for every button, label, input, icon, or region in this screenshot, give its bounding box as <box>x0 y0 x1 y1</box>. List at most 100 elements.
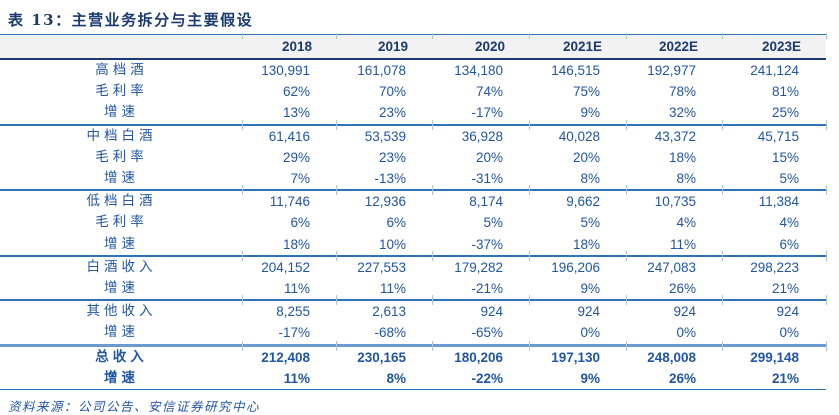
column-header-2021e: 2021E <box>529 33 627 60</box>
cell-value: 45,715 <box>722 120 827 147</box>
table-row: 增速 11% 8% -22% 9% 26% 21% <box>0 367 826 391</box>
cell-value: 5% <box>779 171 799 187</box>
cell-value: 230,165 <box>336 342 433 368</box>
cell-value: 26% <box>668 281 696 297</box>
cell-value: 10% <box>378 236 406 252</box>
cell-value: 11% <box>379 281 406 297</box>
cell-value: 43,372 <box>626 120 723 147</box>
cell-value: 9% <box>580 281 600 297</box>
cell-value: -37% <box>471 236 503 252</box>
cell-value: 20% <box>475 149 503 165</box>
cell-value: 11% <box>243 367 337 391</box>
table-row: 毛利率 62% 70% 74% 75% 78% 81% <box>0 81 826 102</box>
row-label: 增速 <box>104 280 139 297</box>
cell-value: 248,008 <box>626 342 723 368</box>
cell-value: 134,180 <box>454 63 503 78</box>
cell-value: 241,124 <box>750 63 799 78</box>
cell-value: 8% <box>676 171 696 187</box>
corner-cell <box>0 35 243 60</box>
cell-value: 23% <box>378 149 406 165</box>
cell-value: 204,152 <box>242 251 337 279</box>
cell-value: 227,553 <box>336 251 433 279</box>
cell-value: 36,928 <box>432 120 530 147</box>
table-row: 其他收入 8,255 2,613 924 924 924 924 <box>0 296 827 323</box>
row-label: 毛利率 <box>95 83 148 100</box>
cell-value: 196,206 <box>529 251 627 279</box>
cell-value: 5% <box>580 215 600 231</box>
row-label: 增速 <box>104 324 139 341</box>
cell-value: 212,408 <box>242 342 337 368</box>
cell-value: 75% <box>572 84 600 100</box>
cell-value: 21% <box>723 367 826 391</box>
cell-value: 10,735 <box>626 186 723 213</box>
cell-value: 7% <box>290 171 310 187</box>
cell-value: 74% <box>475 84 503 100</box>
cell-value: 6% <box>290 215 310 231</box>
cell-value: 146,515 <box>551 63 600 78</box>
row-label: 毛利率 <box>95 214 148 231</box>
cell-value: 2,613 <box>336 296 433 323</box>
cell-value: -13% <box>374 171 406 187</box>
cell-value: 78% <box>668 84 696 100</box>
cell-value: 8,174 <box>432 186 530 213</box>
cell-value: 8% <box>337 367 433 391</box>
cell-value: 4% <box>779 215 799 231</box>
cell-value: 4% <box>676 215 696 231</box>
source-note: 资料来源：公司公告、安信证券研究中心 <box>8 399 261 415</box>
table-row: 增速 18% 10% -37% 18% 11% 6% <box>0 234 826 256</box>
cell-value: 924 <box>626 296 723 323</box>
cell-value: 12,936 <box>336 186 433 213</box>
cell-value: -65% <box>471 325 503 341</box>
cell-value: 298,223 <box>722 251 827 279</box>
column-header-2020: 2020 <box>432 33 530 60</box>
row-label: 增速 <box>104 104 139 121</box>
cell-value: 62% <box>282 84 310 100</box>
row-label: 增速 <box>104 235 139 252</box>
cell-value: 25% <box>771 105 799 121</box>
cell-value: 179,282 <box>432 251 530 279</box>
cell-value: 11% <box>283 281 310 297</box>
column-header-2022e: 2022E <box>626 33 723 60</box>
table-row: 中档白酒 61,416 53,539 36,928 40,028 43,372 45,715 <box>0 120 827 147</box>
cell-value: 924 <box>722 296 827 323</box>
cell-value: 180,206 <box>432 342 530 368</box>
cell-value: -17% <box>278 325 310 341</box>
cell-value: 192,977 <box>647 63 696 78</box>
cell-value: 18% <box>572 236 600 252</box>
row-label: 总收入 <box>0 343 243 368</box>
table-row: 增速 7% -13% -31% 8% 8% 5% <box>0 168 826 190</box>
cell-value: 23% <box>378 105 406 121</box>
cell-value: 0% <box>580 325 600 341</box>
cell-value: -21% <box>471 281 503 297</box>
table-title: 表 13：主营业务拆分与主要假设 <box>0 0 826 35</box>
table-row: 高档酒 130,991 161,078 134,180 146,515 192,977 24… <box>0 59 826 81</box>
column-header-2019: 2019 <box>336 33 433 60</box>
cell-value: 9,662 <box>529 186 627 213</box>
cell-value: 70% <box>378 84 406 100</box>
table-row: 总收入 212,408 230,165 180,206 197,130 248,008 29… <box>0 342 827 368</box>
cell-value: 40,028 <box>529 120 627 147</box>
row-label: 增速 <box>0 367 243 391</box>
column-header-2018: 2018 <box>242 33 337 60</box>
cell-value: 197,130 <box>529 342 627 368</box>
table-row: 增速 13% 23% -17% 9% 32% 25% <box>0 102 826 124</box>
cell-value: 61,416 <box>242 120 337 147</box>
cell-value: 6% <box>779 236 799 252</box>
cell-value: 130,991 <box>261 63 310 78</box>
cell-value: 29% <box>282 149 310 165</box>
cell-value: 20% <box>572 149 600 165</box>
cell-value: 53,539 <box>336 120 433 147</box>
row-label: 中档白酒 <box>0 123 243 147</box>
cell-value: 21% <box>771 281 799 297</box>
table-header: 2018 2019 2020 2021E 2022E 2023E <box>0 33 827 60</box>
cell-value: 0% <box>676 325 696 341</box>
cell-value: 11% <box>669 236 696 252</box>
cell-value: 9% <box>530 367 627 391</box>
row-label: 增速 <box>104 170 139 187</box>
cell-value: -68% <box>374 325 406 341</box>
cell-value: 247,083 <box>626 251 723 279</box>
cell-value: 9% <box>580 105 600 121</box>
row-label: 白酒收入 <box>0 254 243 279</box>
table-row: 毛利率 29% 23% 20% 20% 18% 15% <box>0 147 826 168</box>
assumptions-table: 2018 2019 2020 2021E 2022E 2023E 高档酒 130,… <box>0 33 827 391</box>
